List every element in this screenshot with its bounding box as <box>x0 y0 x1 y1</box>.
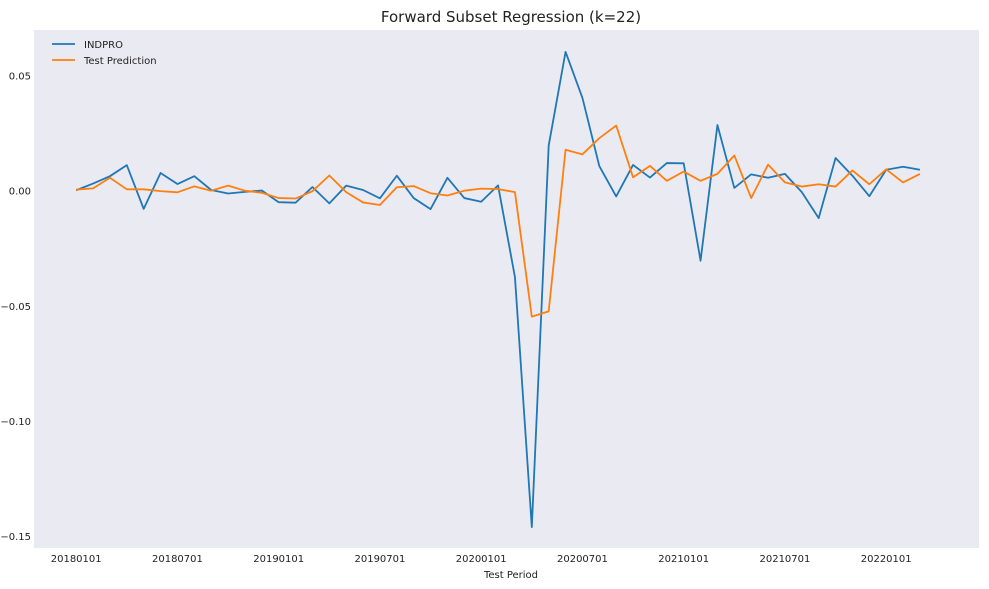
series-line-indpro <box>75 50 921 528</box>
x-axis-ticks: 20180101 20180701 20190101 20190701 20200101… <box>51 554 912 565</box>
x-tick-label: 20180101 <box>51 554 102 565</box>
x-tick-label: 20200701 <box>557 554 608 565</box>
x-tick-label: 20210101 <box>658 554 709 565</box>
x-axis-label: Test Period <box>483 570 538 581</box>
x-tick-label: 20210701 <box>759 554 810 565</box>
y-tick-label: 0.00 <box>9 187 31 198</box>
y-axis-ticks: 0.05 0.00 −0.05 −0.10 −0.15 <box>0 72 31 543</box>
chart-title: Forward Subset Regression (k=22) <box>381 8 641 26</box>
series-layer <box>75 50 921 528</box>
y-tick-label: −0.15 <box>0 532 31 543</box>
x-tick-label: 20190701 <box>354 554 405 565</box>
series-line-test-prediction <box>76 124 921 318</box>
legend-label-test-prediction: Test Prediction <box>83 56 157 67</box>
y-tick-label: −0.10 <box>0 417 31 428</box>
x-tick-label: 20180701 <box>152 554 203 565</box>
x-tick-label: 20220101 <box>861 554 912 565</box>
legend-label-indpro: INDPRO <box>84 40 123 51</box>
y-tick-label: −0.05 <box>0 302 31 313</box>
legend: INDPRO Test Prediction <box>52 40 157 67</box>
x-tick-label: 20190101 <box>253 554 304 565</box>
y-tick-label: 0.05 <box>9 72 31 83</box>
plot-area <box>34 30 979 548</box>
x-tick-label: 20200101 <box>456 554 507 565</box>
